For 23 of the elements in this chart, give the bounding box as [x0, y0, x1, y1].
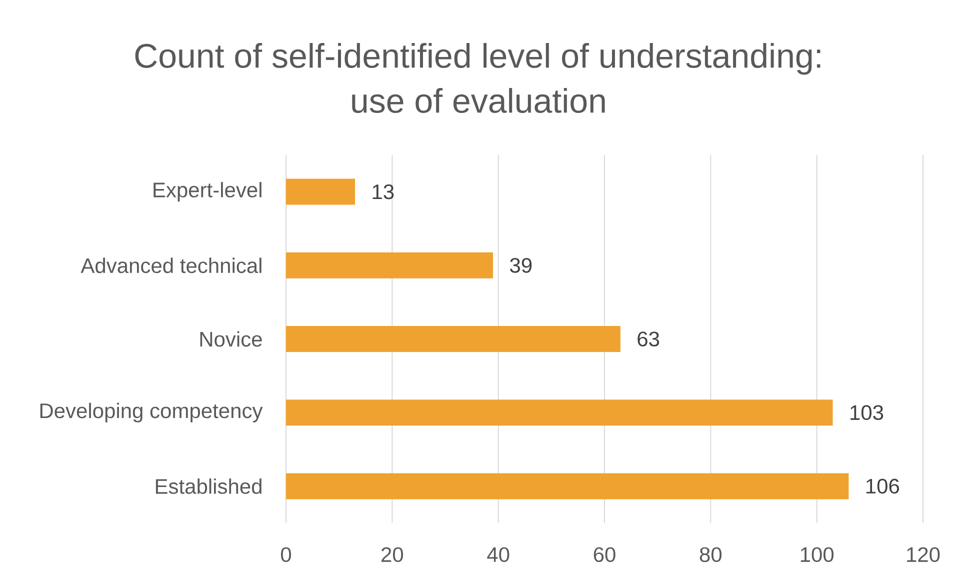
chart-title: Count of self-identified level of understanding: use of evaluation [135, 43, 820, 113]
bar [286, 252, 494, 278]
bar [286, 473, 849, 500]
data-label: 39 [510, 258, 532, 273]
data-label: 13 [372, 184, 394, 200]
x-tick-label: 0 [280, 547, 292, 562]
y-tick-label: Expert-level [154, 182, 262, 202]
x-tick-label: 20 [382, 547, 404, 562]
y-tick-label: Established [156, 478, 262, 494]
data-label: 106 [866, 478, 899, 494]
data-label: 103 [850, 405, 884, 420]
bar [286, 178, 356, 205]
x-tick-label: 40 [487, 547, 510, 562]
data-label: 63 [638, 332, 660, 346]
x-tick-label: 120 [907, 547, 940, 562]
y-tick-label: Novice [200, 331, 262, 347]
x-tick-label: 60 [594, 547, 616, 562]
bar [286, 400, 833, 426]
x-tick-label: 100 [800, 547, 834, 562]
y-tick-label: Developing competency [40, 402, 263, 422]
x-tick-label: 80 [700, 547, 722, 562]
bar [286, 326, 620, 352]
y-tick-label: Advanced technical [80, 258, 262, 274]
